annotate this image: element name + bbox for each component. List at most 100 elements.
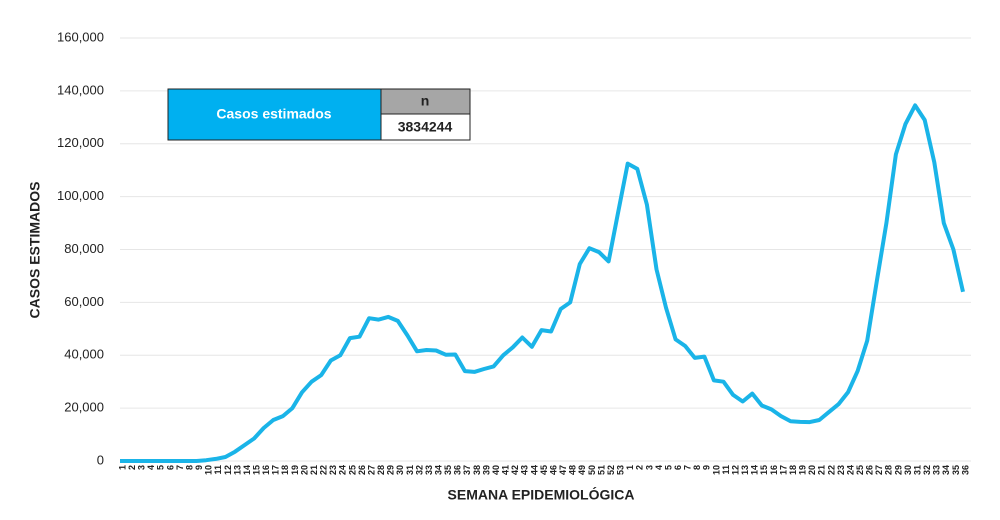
x-tick-label: 24 [338,465,348,475]
x-tick-label: 13 [232,465,242,475]
x-tick-label: 40 [491,465,501,475]
x-tick-label: 1 [117,465,127,470]
summary-box: Casos estimados n 3834244 [167,88,471,141]
x-tick-label: 21 [817,465,827,475]
x-tick-label: 38 [472,465,482,475]
x-tick-label: 25 [347,465,357,475]
x-tick-label: 44 [529,465,539,475]
x-tick-label: 19 [798,465,808,475]
x-tick-label: 4 [146,465,156,470]
x-tick-label: 10 [711,465,721,475]
x-tick-label: 9 [702,465,712,470]
x-tick-label: 45 [539,465,549,475]
x-tick-label: 26 [357,465,367,475]
x-tick-label: 35 [443,465,453,475]
y-tick-label: 60,000 [64,294,104,309]
y-tick-label: 20,000 [64,400,104,415]
x-tick-label: 10 [204,465,214,475]
x-tick-label: 16 [769,465,779,475]
x-tick-label: 6 [673,465,683,470]
y-tick-label: 120,000 [57,135,104,150]
x-tick-label: 18 [788,465,798,475]
x-tick-label: 3 [137,465,147,470]
x-tick-label: 34 [941,465,951,475]
x-tick-label: 7 [175,465,185,470]
x-tick-label: 50 [587,465,597,475]
y-axis-label: CASOS ESTIMADOS [27,182,43,319]
x-tick-label: 52 [606,465,616,475]
box-value: 3834244 [398,119,453,135]
x-tick-label: 14 [242,465,252,475]
x-tick-label: 12 [730,465,740,475]
x-axis-label: SEMANA EPIDEMIOLÓGICA [448,486,635,503]
x-tick-label: 39 [481,465,491,475]
x-tick-label: 30 [903,465,913,475]
x-tick-label: 1 [625,465,635,470]
x-tick-label: 29 [386,465,396,475]
box-label: Casos estimados [216,106,331,122]
x-tick-label: 53 [616,465,626,475]
x-tick-label: 20 [299,465,309,475]
x-tick-label: 43 [520,465,530,475]
x-tick-label: 22 [319,465,329,475]
x-tick-label: 32 [414,465,424,475]
y-tick-label: 40,000 [64,347,104,362]
x-tick-label: 9 [194,465,204,470]
x-tick-label: 36 [960,465,970,475]
x-tick-label: 16 [261,465,271,475]
box-header: n [421,93,430,109]
x-tick-label: 33 [424,465,434,475]
x-tick-label: 47 [558,465,568,475]
x-tick-label: 26 [865,465,875,475]
x-tick-label: 46 [548,465,558,475]
x-tick-label: 24 [845,465,855,475]
x-tick-label: 11 [213,465,223,475]
y-tick-label: 160,000 [57,29,104,44]
x-tick-label: 5 [156,465,166,470]
x-tick-label: 28 [376,465,386,475]
x-tick-label: 8 [692,465,702,470]
x-tick-label: 3 [644,465,654,470]
x-tick-label: 13 [740,465,750,475]
x-tick-label: 37 [462,465,472,475]
x-tick-label: 31 [405,465,415,475]
x-tick-label: 19 [290,465,300,475]
x-tick-label: 29 [893,465,903,475]
series-line [120,103,965,463]
y-tick-label: 0 [97,452,104,467]
x-tick-label: 49 [577,465,587,475]
x-tick-label: 2 [635,465,645,470]
y-tick-label: 100,000 [57,188,104,203]
x-tick-label: 30 [395,465,405,475]
x-tick-label: 17 [778,465,788,475]
box-label-cell [167,88,382,141]
x-tick-label: 51 [596,465,606,475]
x-tick-label: 23 [836,465,846,475]
x-tick-label: 20 [807,465,817,475]
x-tick-label: 27 [874,465,884,475]
y-tick-label: 80,000 [64,241,104,256]
box-value-cell [380,113,471,141]
x-tick-label: 23 [328,465,338,475]
x-tick-label: 17 [271,465,281,475]
x-tick-label: 21 [309,465,319,475]
x-tick-label: 2 [127,465,137,470]
x-tick-label: 18 [280,465,290,475]
x-tick-label: 12 [223,465,233,475]
x-tick-label: 42 [510,465,520,475]
x-tick-label: 25 [855,465,865,475]
x-tick-label: 4 [654,465,664,470]
x-tick-label: 15 [759,465,769,475]
x-tick-label: 34 [434,465,444,475]
x-tick-label: 8 [184,465,194,470]
x-tick-label: 48 [568,465,578,475]
x-tick-label: 27 [366,465,376,475]
y-tick-label: 140,000 [57,82,104,97]
x-tick-label: 5 [663,465,673,470]
x-tick-label: 35 [951,465,961,475]
x-tick-label: 33 [932,465,942,475]
x-tick-label: 36 [453,465,463,475]
x-tick-label: 28 [884,465,894,475]
x-tick-label: 31 [912,465,922,475]
